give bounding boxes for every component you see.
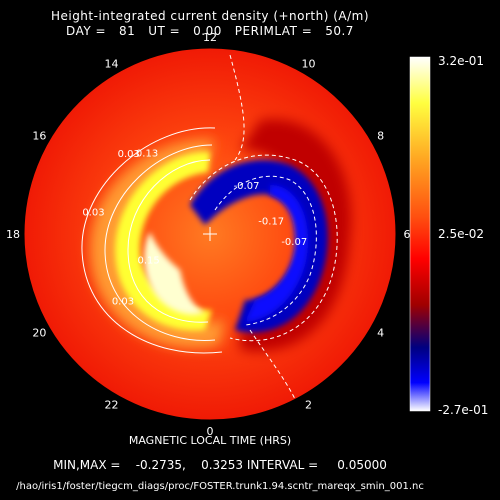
contour-label: 0.03 bbox=[112, 296, 134, 307]
mlt-tick-2: 2 bbox=[305, 399, 312, 412]
chart-title: Height-integrated current density (+nort… bbox=[50, 9, 370, 23]
x-axis-label: MAGNETIC LOCAL TIME (HRS) bbox=[128, 434, 292, 447]
colorbar: 3.2e-01 2.5e-02 -2.7e-01 bbox=[409, 54, 488, 417]
contour-line-positive-outer bbox=[81, 127, 223, 354]
disc-outline bbox=[23, 47, 397, 421]
contour-label: 0.15 bbox=[137, 255, 159, 266]
contour-label: 0.03 bbox=[82, 208, 104, 219]
contour-line-dayside bbox=[229, 54, 245, 161]
polar-disc bbox=[24, 48, 396, 420]
colorbar-max-label: 3.2e-01 bbox=[438, 54, 484, 68]
mlt-tick-labels: 0 2 4 6 8 10 12 14 16 18 20 22 bbox=[6, 31, 411, 438]
contour-line-positive-mid bbox=[104, 144, 216, 341]
contour-label: -0.17 bbox=[258, 216, 284, 227]
file-path: /hao/iris1/foster/tiegcm_diags/proc/FOST… bbox=[16, 481, 424, 492]
contour-line-negative-outer bbox=[189, 154, 338, 342]
mlt-tick-4: 4 bbox=[377, 327, 384, 340]
contour-label: -0.07 bbox=[281, 237, 307, 248]
colorbar-mid-label: 2.5e-02 bbox=[438, 227, 484, 241]
colorbar-gradient bbox=[409, 56, 431, 412]
chart-subtitle: DAY = 81 UT = 0.00 PERIMLAT = 50.7 bbox=[66, 24, 354, 38]
contour-line-negative-inner bbox=[214, 175, 317, 326]
negative-crescent-core bbox=[245, 185, 309, 322]
contour-line-positive-inner bbox=[127, 159, 211, 323]
mlt-tick-8: 8 bbox=[377, 130, 384, 143]
contour-labels: 0.030.13-0.07-0.17-0.070.030.150.03 bbox=[82, 148, 307, 307]
mlt-tick-6: 6 bbox=[404, 228, 411, 241]
dark-red-region bbox=[240, 118, 352, 352]
positive-halo bbox=[90, 139, 225, 349]
min-max-readout: MIN,MAX = -0.2735, 0.3253 INTERVAL = 0.0… bbox=[53, 458, 387, 472]
mlt-tick-10: 10 bbox=[302, 57, 316, 70]
mlt-tick-14: 14 bbox=[105, 57, 119, 70]
positive-arc-core bbox=[144, 232, 205, 315]
contour-label: 0.03 bbox=[118, 149, 140, 160]
positive-arc bbox=[115, 151, 212, 331]
contour-label: -0.07 bbox=[234, 181, 260, 192]
colorbar-min-label: -2.7e-01 bbox=[438, 403, 488, 417]
mlt-tick-18: 18 bbox=[6, 228, 20, 241]
mlt-tick-12: 12 bbox=[203, 31, 217, 44]
mlt-tick-20: 20 bbox=[32, 327, 46, 340]
mlt-tick-22: 22 bbox=[105, 399, 119, 412]
mlt-tick-16: 16 bbox=[32, 130, 46, 143]
contour-label: 0.13 bbox=[136, 148, 158, 159]
mlt-tick-0: 0 bbox=[207, 425, 214, 438]
